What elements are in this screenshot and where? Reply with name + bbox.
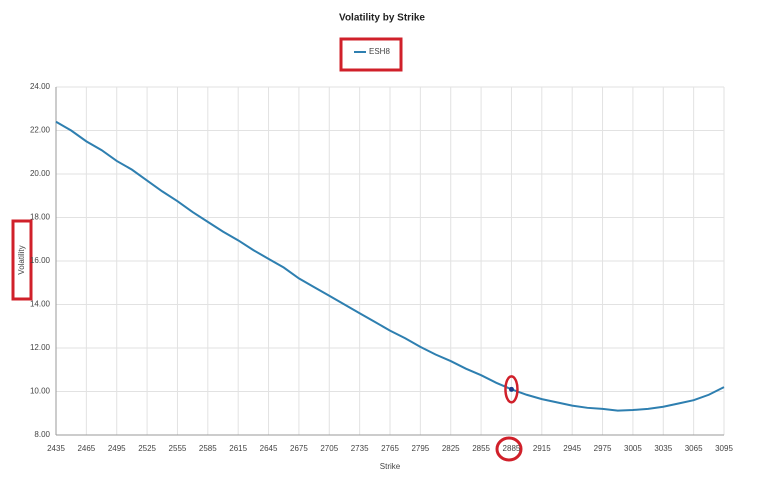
legend-label: ESH8: [369, 47, 390, 56]
x-tick-label: 2975: [594, 444, 612, 453]
x-tick-label: 2705: [320, 444, 338, 453]
x-tick-label: 3005: [624, 444, 642, 453]
y-tick-label: 18.00: [30, 213, 51, 222]
y-tick-label: 14.00: [30, 300, 51, 309]
x-tick-label: 2645: [260, 444, 278, 453]
x-tick-label: 2825: [442, 444, 460, 453]
y-tick-label: 12.00: [30, 343, 51, 352]
x-axis-label: Strike: [380, 462, 401, 471]
x-tick-label: 2465: [77, 444, 95, 453]
y-tick-label: 8.00: [34, 430, 50, 439]
y-tick-label: 22.00: [30, 126, 51, 135]
x-tick-label: 2675: [290, 444, 308, 453]
series-line: [55, 120, 725, 412]
y-tick-label: 10.00: [30, 387, 51, 396]
annotation-circle: [495, 436, 523, 462]
x-tick-label: 2945: [563, 444, 581, 453]
chart-title: Volatility by Strike: [339, 13, 425, 24]
x-tick-label: 2885: [503, 444, 521, 453]
x-tick-label: 2855: [472, 444, 490, 453]
y-axis-label: Volatility: [17, 245, 26, 274]
annotation-box: [339, 37, 403, 72]
x-tick-label: 2915: [533, 444, 551, 453]
x-tick-label: 2765: [381, 444, 399, 453]
y-tick-label: 24.00: [30, 82, 51, 91]
x-tick-label: 2585: [199, 444, 217, 453]
x-tick-label: 3065: [685, 444, 703, 453]
annotation-box: [11, 219, 33, 301]
x-tick-label: 2735: [351, 444, 369, 453]
x-tick-label: 3095: [715, 444, 733, 453]
x-tick-label: 2795: [411, 444, 429, 453]
highlight-point: [508, 386, 514, 392]
x-tick-label: 2435: [47, 444, 65, 453]
y-tick-label: 16.00: [30, 256, 51, 265]
x-tick-label: 2525: [138, 444, 156, 453]
x-tick-label: 2495: [108, 444, 126, 453]
annotation-circle: [504, 375, 519, 404]
x-tick-label: 3035: [654, 444, 672, 453]
x-tick-label: 2615: [229, 444, 247, 453]
y-tick-label: 20.00: [30, 169, 51, 178]
x-tick-label: 2555: [169, 444, 187, 453]
